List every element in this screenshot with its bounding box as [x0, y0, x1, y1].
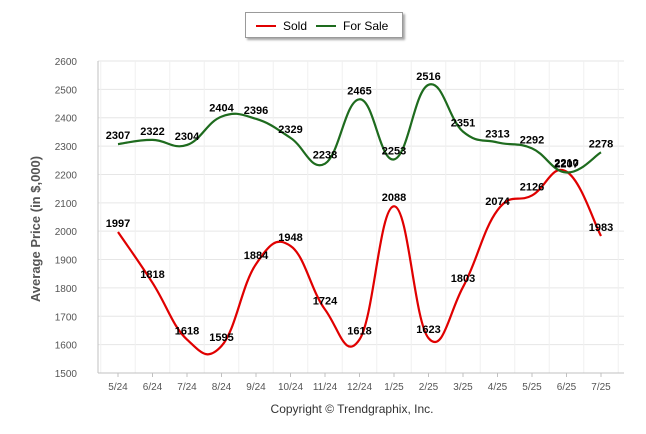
data-label: 2238	[313, 150, 337, 162]
y-tick-label: 1700	[55, 312, 78, 323]
y-tick-label: 2600	[55, 57, 78, 68]
data-label: 2322	[140, 126, 164, 138]
x-tick-label: 7/25	[591, 382, 611, 393]
data-label: 2292	[520, 134, 544, 146]
data-label: 2278	[589, 138, 613, 150]
data-label: 1884	[244, 250, 269, 262]
x-tick-label: 5/24	[108, 382, 128, 393]
x-tick-label: 12/24	[347, 382, 372, 393]
data-label: 2088	[382, 192, 406, 204]
x-tick-label: 9/24	[246, 382, 266, 393]
y-tick-label: 2500	[55, 85, 78, 96]
grid-lines	[98, 60, 624, 374]
data-label: 1948	[278, 232, 302, 244]
data-label: 2307	[106, 130, 130, 142]
data-label: 2465	[347, 85, 371, 97]
y-tick-label: 1600	[55, 341, 78, 352]
legend-swatch-for-sale	[316, 25, 336, 27]
data-label: 2253	[382, 145, 406, 157]
x-tick-label: 3/25	[453, 382, 473, 393]
legend: Sold For Sale	[245, 12, 403, 38]
x-tick-label: 1/25	[384, 382, 404, 393]
y-tick-label: 1500	[55, 369, 78, 380]
x-tick-label: 8/24	[212, 382, 232, 393]
data-label: 2516	[416, 71, 440, 83]
y-tick-label: 2100	[55, 199, 78, 210]
data-label: 1623	[416, 324, 440, 336]
data-label: 1618	[347, 326, 371, 338]
data-label: 2207	[554, 158, 578, 170]
data-label: 1997	[106, 218, 130, 230]
x-tick-label: 6/24	[143, 382, 163, 393]
copyright-text: Copyright © Trendgraphix, Inc.	[271, 402, 434, 416]
data-label: 2396	[244, 105, 268, 117]
data-label: 2404	[209, 103, 234, 115]
x-tick-label: 5/25	[522, 382, 542, 393]
y-tick-label: 2200	[55, 170, 78, 181]
data-label: 1983	[589, 222, 613, 234]
data-label: 1724	[313, 295, 338, 307]
y-tick-label: 2400	[55, 114, 78, 125]
data-label: 2210	[554, 158, 578, 170]
legend-label-sold: Sold	[283, 19, 308, 33]
y-tick-label: 1800	[55, 284, 78, 295]
data-label: 2351	[451, 118, 475, 130]
series-line-for-sale	[117, 83, 602, 174]
series-lines	[117, 83, 602, 356]
data-label: 1595	[209, 332, 233, 344]
x-tick-label: 10/24	[278, 382, 303, 393]
axes: 1500 1600 1700 1800 1900 2000 2100 2200 2300 2400…	[55, 57, 624, 393]
legend-swatch-sold	[256, 25, 276, 27]
data-label: 1818	[140, 269, 164, 281]
data-label: 2329	[278, 124, 302, 136]
x-tick-label: 7/24	[177, 382, 197, 393]
data-label: 1803	[451, 273, 475, 285]
y-tick-label: 2300	[55, 142, 78, 153]
data-label: 2313	[485, 128, 509, 140]
y-axis-label: Average Price (in $,000)	[28, 156, 43, 302]
data-label: 2074	[485, 196, 510, 208]
data-labels: 1997 1818 1618 1595 1884 1948 1724 1618 2088 1623…	[106, 71, 613, 344]
data-label: 2304	[175, 131, 200, 143]
legend-label-for-sale: For Sale	[343, 19, 389, 33]
x-tick-label: 4/25	[488, 382, 508, 393]
x-tick-label: 6/25	[557, 382, 577, 393]
data-label: 1618	[175, 326, 199, 338]
x-tick-label: 2/25	[419, 382, 439, 393]
y-tick-label: 2000	[55, 227, 78, 238]
series-line-sold	[117, 168, 602, 356]
x-tick-label: 11/24	[313, 382, 338, 393]
y-tick-label: 1900	[55, 256, 78, 267]
data-label: 2126	[520, 181, 544, 193]
